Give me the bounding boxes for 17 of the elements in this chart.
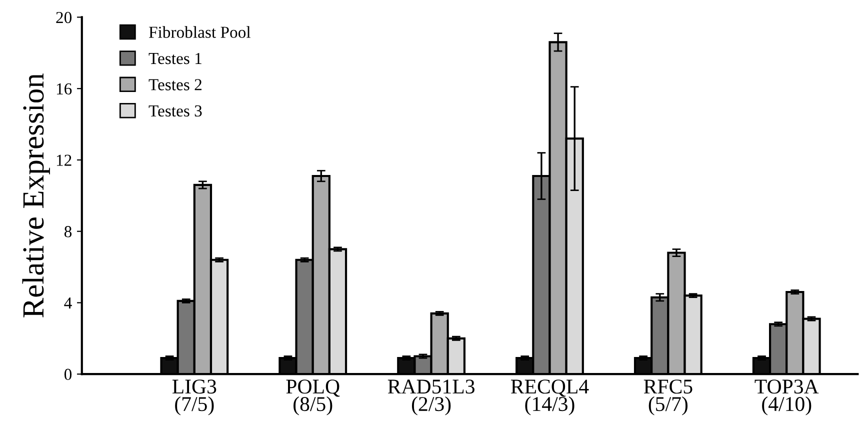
legend-label: Fibroblast Pool (148, 26, 250, 38)
y-tick-label: 16 (56, 83, 72, 95)
x-tick-label: RFC5 (5/7) (644, 380, 692, 416)
legend-label: Testes 3 (148, 105, 202, 117)
y-axis-title: Relative Expression (22, 74, 50, 318)
legend-label: Testes 1 (148, 52, 202, 64)
x-tick-label: RECQL4 (14/3) (510, 380, 589, 416)
legend-label: Testes 2 (148, 79, 202, 90)
y-tick-label: 12 (56, 154, 72, 166)
x-tick-label: LIG3 (7/5) (172, 380, 216, 416)
y-tick-label: 0 (64, 368, 72, 380)
x-tick-label: RAD51L3 (2/3) (388, 380, 474, 416)
x-tick-label: TOP3A (4/10) (754, 380, 819, 416)
y-tick-label: 20 (56, 12, 72, 24)
y-tick-label: 4 (64, 298, 72, 309)
y-tick-label: 8 (64, 226, 72, 238)
x-tick-label: POLQ (8/5) (286, 380, 340, 416)
